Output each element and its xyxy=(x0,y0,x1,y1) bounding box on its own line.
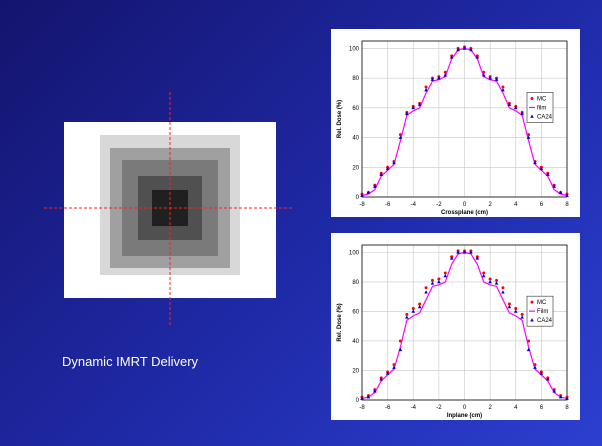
y-axis-label: Rel. Dose (%) xyxy=(337,100,343,138)
caption: Dynamic IMRT Delivery xyxy=(62,354,199,369)
x-tick-label: -8 xyxy=(359,202,365,208)
legend-label: Film xyxy=(537,309,548,315)
legend-label: film xyxy=(537,105,546,111)
chart-panel xyxy=(331,29,580,217)
x-tick-label: -2 xyxy=(436,405,442,411)
legend-label: MC xyxy=(537,96,547,102)
point xyxy=(425,286,428,289)
y-tick-label: 20 xyxy=(352,165,359,171)
x-tick-label: -4 xyxy=(411,405,417,411)
slide-canvas: Dynamic IMRT Delivery 020406080100-8-6-4… xyxy=(0,0,602,446)
y-tick-label: 20 xyxy=(352,368,359,374)
x-tick-label: -8 xyxy=(359,405,365,411)
x-tick-label: -6 xyxy=(385,202,391,208)
y-tick-label: 100 xyxy=(349,46,360,52)
y-tick-label: 40 xyxy=(352,339,359,345)
chart-panel xyxy=(331,233,580,420)
x-tick-label: -6 xyxy=(385,405,391,411)
x-tick-label: -2 xyxy=(436,202,442,208)
legend-swatch xyxy=(531,301,534,304)
slide: Dynamic IMRT Delivery 020406080100-8-6-4… xyxy=(0,0,602,446)
y-tick-label: 100 xyxy=(349,250,360,256)
x-axis-label: Crossplane (cm) xyxy=(441,210,488,216)
x-axis-label: Inplane (cm) xyxy=(447,413,482,419)
y-tick-label: 40 xyxy=(352,136,359,142)
legend-label: CA24 xyxy=(537,114,553,120)
legend-swatch xyxy=(531,97,534,100)
x-tick-label: -4 xyxy=(411,202,417,208)
legend-label: CA24 xyxy=(537,318,553,324)
point xyxy=(501,286,504,289)
y-axis-label: Rel. Dose (%) xyxy=(337,303,343,341)
y-tick-label: 60 xyxy=(352,309,359,315)
y-tick-label: 60 xyxy=(352,106,359,112)
y-tick-label: 80 xyxy=(352,76,359,82)
y-tick-label: 80 xyxy=(352,280,359,286)
legend-label: MC xyxy=(537,300,547,306)
